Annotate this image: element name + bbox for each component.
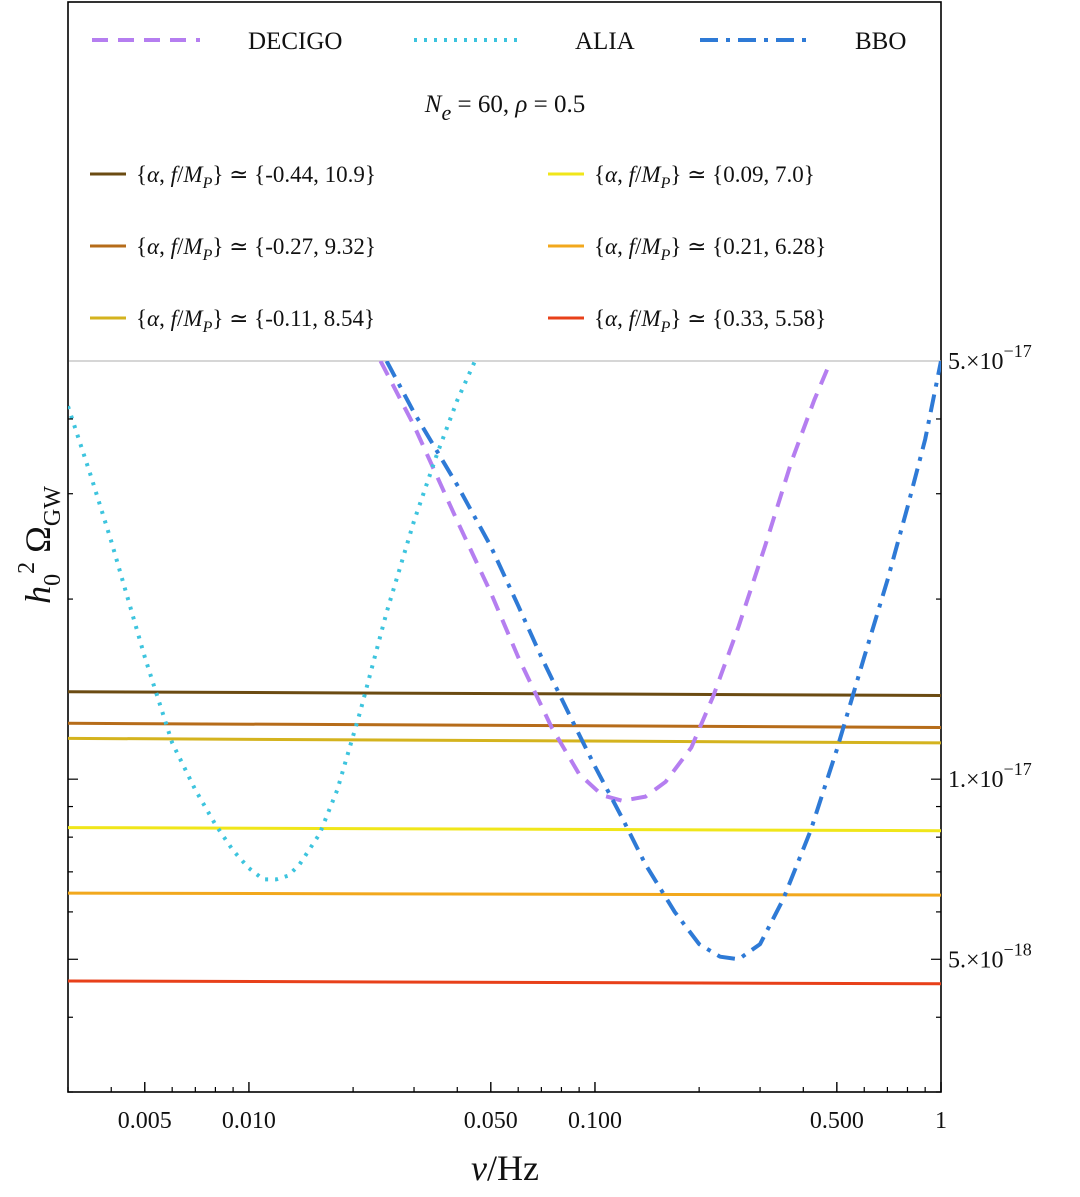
legend-label-alia: ALIA	[575, 28, 635, 55]
x-tick-label: 0.500	[810, 1108, 864, 1134]
x-tick-label: 0.050	[464, 1108, 518, 1134]
legend-label-series-6: {α, f/MP} ≃ {0.33, 5.58}	[594, 306, 826, 336]
legend-label-series-3: {α, f/MP} ≃ {-0.11, 8.54}	[136, 306, 375, 336]
legend-label-series-4: {α, f/MP} ≃ {0.09, 7.0}	[594, 162, 815, 192]
detector-curve-decigo	[378, 361, 833, 803]
legend-label-decigo: DECIGO	[248, 28, 342, 55]
y-tick-label: 1.×10−17	[948, 759, 1032, 793]
y-tick-label: 5.×10−17	[948, 341, 1032, 375]
y-axis-title: h02 ΩGW	[14, 486, 66, 604]
legend: DECIGO ALIA BBO Ne = 60, ρ = 0.5 {α, f/MP} ≃…	[90, 28, 906, 336]
x-tick-label: 0.100	[568, 1108, 622, 1134]
legend-panel	[69, 3, 940, 361]
x-tick-label: 0.005	[118, 1108, 172, 1134]
series-line-5	[68, 891, 941, 897]
detector-curve-alia	[68, 361, 477, 882]
series-line-1	[68, 690, 941, 697]
ticks-layer: 0.005 0.010 0.050 0.100 0.500 1 5.×10−17 1.×10−…	[67, 341, 1032, 1134]
series-line-2	[68, 721, 941, 730]
x-tick-label: 1	[935, 1108, 947, 1134]
y-tick-label: 5.×10−18	[948, 939, 1032, 973]
curves-layer	[68, 361, 941, 986]
y-axis-label: h02 ΩGW	[14, 486, 66, 604]
x-axis-title: ν/Hz	[471, 1148, 539, 1188]
legend-label-series-1: {α, f/MP} ≃ {-0.44, 10.9}	[136, 162, 376, 192]
x-tick-label: 0.010	[222, 1108, 276, 1134]
legend-label-series-5: {α, f/MP} ≃ {0.21, 6.28}	[594, 234, 826, 264]
detector-curve-bbo	[384, 361, 941, 962]
series-line-3	[68, 736, 941, 745]
plot-frame	[67, 1, 942, 1093]
x-axis-label: ν/Hz	[471, 1148, 539, 1188]
series-line-4	[68, 826, 941, 833]
legend-label-series-2: {α, f/MP} ≃ {-0.27, 9.32}	[136, 234, 376, 264]
legend-caption: Ne = 60, ρ = 0.5	[424, 91, 585, 125]
series-line-6	[68, 979, 941, 986]
legend-label-bbo: BBO	[855, 28, 906, 55]
